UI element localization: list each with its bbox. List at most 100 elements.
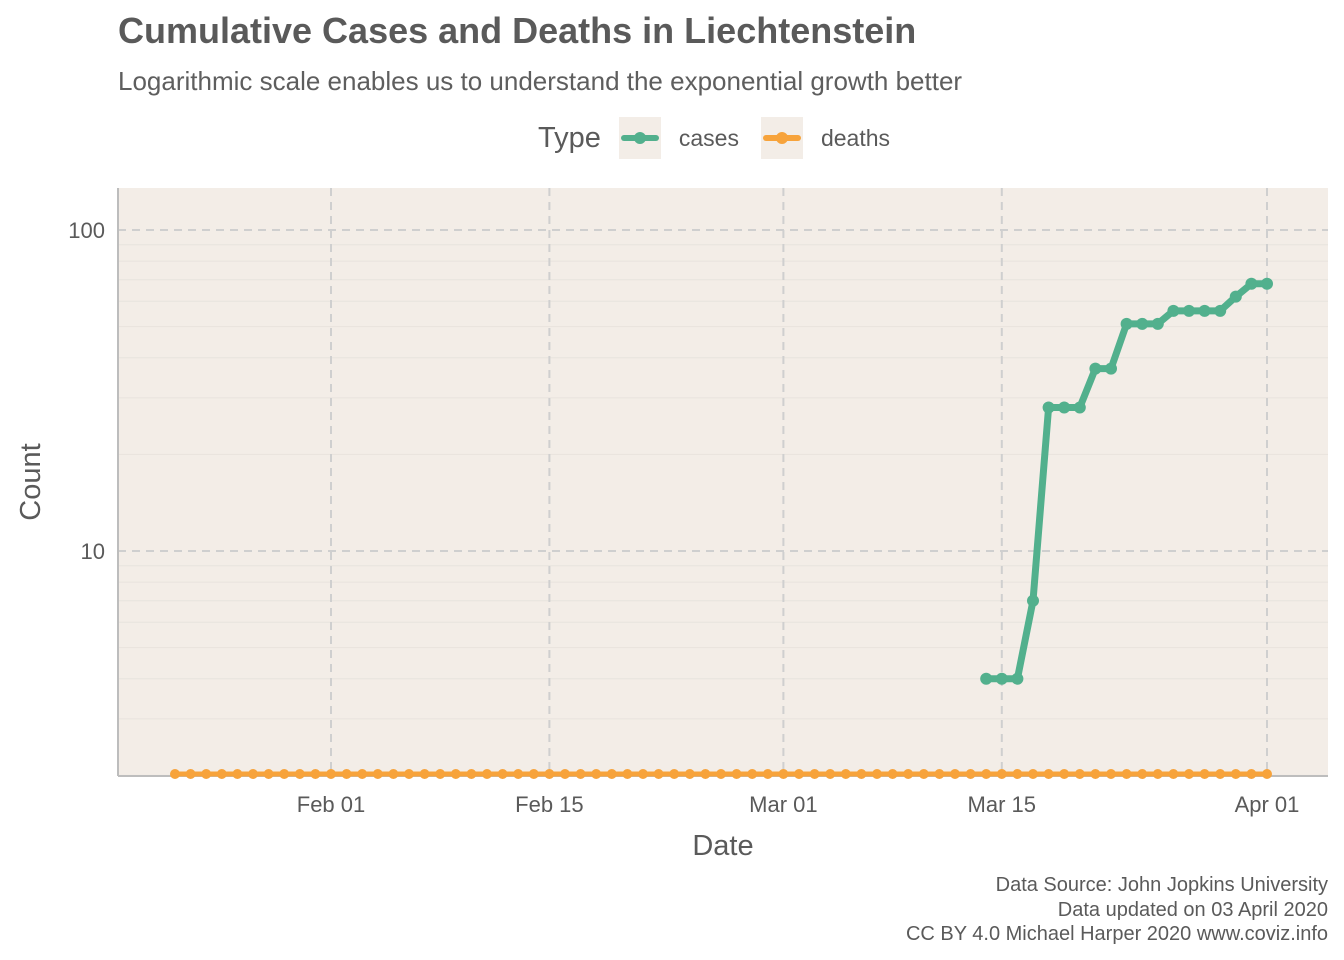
deaths-point [435,769,446,779]
deaths-point [903,769,914,779]
deaths-point [466,769,477,779]
deaths-point [372,769,383,779]
y-tick-label: 10 [81,539,105,564]
deaths-point [1059,769,1070,779]
deaths-point [856,769,867,779]
deaths-point [762,769,773,779]
cases-point [1214,304,1227,317]
deaths-point [201,769,212,779]
deaths-point [528,769,539,779]
deaths-point [731,769,742,779]
deaths-point [669,769,680,779]
deaths-point [544,769,555,779]
minor-gridlines [118,244,1328,776]
deaths-point [1262,769,1272,779]
chart-title: Cumulative Cases and Deaths in Liechtens… [118,10,917,51]
footer-license: CC BY 4.0 Michael Harper 2020 www.coviz.… [905,923,1328,945]
footer-caption: Data Source: John Jopkins University Dat… [906,873,1328,947]
cases-point [1042,401,1055,414]
cases-point [1245,277,1258,290]
footer-source: Data Source: John Jopkins University [995,874,1328,896]
deaths-point [606,769,617,779]
deaths-point [1215,769,1226,779]
deaths-point [825,769,836,779]
deaths-point [638,769,648,779]
cases-point [1151,317,1164,330]
deaths-point [716,769,726,779]
deaths-point [232,769,243,779]
deaths-point [887,769,898,779]
deaths-point [341,769,352,779]
deaths-point [1121,769,1132,779]
x-tick-label: Mar 01 [749,792,817,817]
deaths-point [809,769,820,779]
deaths-point [684,769,695,779]
x-tick-labels: Feb 01 Feb 15 Mar 01 Mar 15 Apr 01 [297,792,1300,817]
deaths-point [185,769,196,779]
deaths-point [1184,769,1194,779]
deaths-point [326,769,336,779]
deaths-point [560,769,570,779]
deaths-point [1043,769,1054,779]
x-tick-label: Mar 15 [968,792,1036,817]
deaths-point [1028,769,1038,779]
deaths-point [575,769,586,779]
deaths-point [497,769,508,779]
cases-point [1120,317,1133,330]
cases-point [995,672,1008,685]
legend-key-cases [618,117,661,159]
deaths-point [653,769,664,779]
x-tick-label: Feb 15 [515,792,584,817]
cases-point [1261,277,1273,290]
deaths-point [310,769,321,779]
y-tick-label: 100 [68,218,105,243]
footer-updated: Data updated on 03 April 2020 [1057,898,1328,921]
cases-point [1073,401,1086,414]
cases-point [980,672,993,685]
y-tick-labels: 10 100 [68,218,105,564]
deaths-point [263,769,274,779]
x-tick-label: Feb 01 [297,792,366,817]
deaths-point [1090,769,1101,779]
deaths-point [1168,769,1179,779]
deaths-point [1199,769,1210,779]
deaths-point [450,769,461,779]
deaths-point [700,769,711,779]
deaths-point [778,769,789,779]
legend-label-cases: cases [678,124,739,151]
y-axis-title: Count [15,443,47,520]
deaths-point [965,769,976,779]
deaths-point [216,769,227,779]
deaths-point [591,769,602,779]
deaths-point [1106,769,1116,779]
cases-point [1105,362,1117,375]
cases-point [1198,304,1211,317]
cases-point [1058,401,1071,414]
plot-panel [118,188,1328,776]
deaths-point [747,769,758,779]
deaths-point [513,769,524,779]
deaths-point [279,769,290,779]
deaths-point [404,769,414,779]
legend-key-deaths [760,117,803,159]
deaths-point [918,769,929,779]
deaths-point [482,769,492,779]
deaths-point [622,769,633,779]
legend-title: Type [538,121,601,154]
cases-point [1183,304,1195,317]
deaths-point [1246,769,1257,779]
deaths-point [950,769,960,779]
cases-point [1136,317,1149,330]
deaths-point [840,769,851,779]
deaths-point [1074,769,1085,779]
deaths-point [1137,769,1148,779]
deaths-point [1152,769,1163,779]
deaths-point [419,769,430,779]
legend-label-deaths: deaths [820,124,891,151]
x-axis-title: Date [692,830,753,862]
chart-subtitle: Logarithmic scale enables us to understa… [118,66,963,96]
deaths-point [357,769,368,779]
deaths-point [872,769,882,779]
series-cases [980,277,1273,685]
